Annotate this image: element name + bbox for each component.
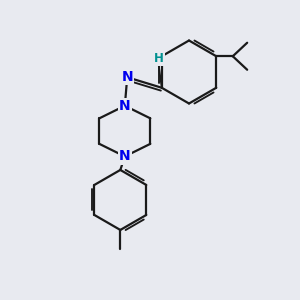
Text: H: H: [154, 52, 164, 65]
Text: N: N: [122, 70, 133, 84]
Text: N: N: [119, 99, 130, 113]
Text: N: N: [119, 149, 130, 164]
